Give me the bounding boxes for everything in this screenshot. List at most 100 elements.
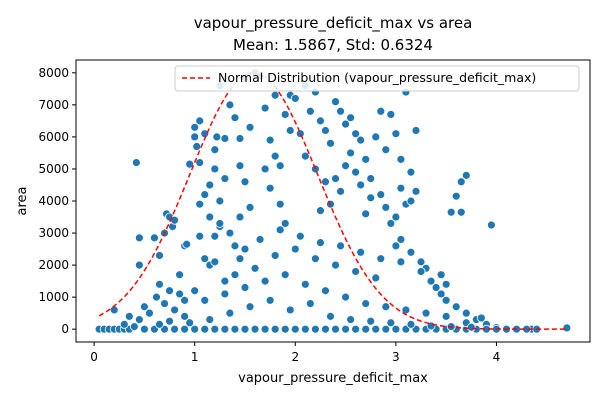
points-layer <box>94 68 572 334</box>
data-point-99 <box>331 97 340 107</box>
x-tick-label-3: 3 <box>392 350 400 364</box>
data-point-95 <box>336 186 345 196</box>
data-point-157 <box>139 324 149 334</box>
data-point-109 <box>376 106 386 116</box>
data-point-113 <box>396 154 406 164</box>
data-point-71 <box>260 103 270 113</box>
data-point-46 <box>210 164 220 174</box>
data-point-205 <box>371 273 381 283</box>
data-point-221 <box>195 231 205 241</box>
data-point-93 <box>321 177 330 187</box>
data-point-178 <box>351 324 361 334</box>
data-point-207 <box>220 289 230 299</box>
legend-box <box>174 65 580 92</box>
y-axis-ticks: 0 1000 2000 3000 4000 5000 6000 7000 8000 <box>38 66 76 336</box>
data-point-211 <box>300 279 310 289</box>
legend: Normal Distribution (vapour_pressure_def… <box>174 65 580 92</box>
data-point-223 <box>235 212 245 222</box>
data-point-126 <box>406 167 416 177</box>
data-point-103 <box>351 129 361 139</box>
data-point-32 <box>185 159 195 169</box>
data-point-108 <box>371 132 381 142</box>
data-point-56 <box>220 174 230 183</box>
data-point-79 <box>270 90 280 100</box>
data-point-83 <box>280 219 290 228</box>
y-tick-label-0: 0 <box>61 322 69 336</box>
data-point-121 <box>391 212 401 222</box>
data-point-237 <box>245 302 255 312</box>
data-point-244 <box>386 318 396 328</box>
data-point-222 <box>215 219 225 228</box>
data-point-200 <box>270 251 280 260</box>
data-point-145 <box>461 308 471 318</box>
data-point-173 <box>300 324 310 334</box>
data-point-8 <box>119 319 129 329</box>
data-point-74 <box>275 161 285 171</box>
data-point-110 <box>381 145 391 155</box>
data-point-201 <box>290 244 300 254</box>
data-point-111 <box>386 110 396 119</box>
data-point-163 <box>200 324 210 334</box>
data-point-231 <box>396 257 406 267</box>
data-point-102 <box>346 113 356 123</box>
y-tick-label-7: 7000 <box>38 98 69 112</box>
data-point-51 <box>210 231 220 241</box>
data-point-120 <box>386 219 396 228</box>
data-point-13 <box>134 233 144 243</box>
data-point-94 <box>331 174 340 183</box>
data-point-225 <box>275 225 285 235</box>
data-point-169 <box>260 324 270 334</box>
data-point-125 <box>411 126 421 135</box>
data-point-75 <box>280 110 290 119</box>
data-point-33 <box>175 270 185 280</box>
data-point-149 <box>487 220 496 230</box>
data-point-17 <box>150 233 159 243</box>
x-tick-label-0: 0 <box>90 350 98 364</box>
data-point-220 <box>180 311 190 321</box>
data-point-45 <box>210 145 220 155</box>
data-point-38 <box>190 132 200 142</box>
data-point-215 <box>381 302 391 312</box>
data-point-160 <box>170 324 179 334</box>
data-point-234 <box>185 318 195 328</box>
x-tick-label-4: 4 <box>493 350 501 364</box>
data-point-72 <box>265 135 275 145</box>
data-point-127 <box>411 186 421 196</box>
data-point-196 <box>190 286 200 296</box>
data-point-101 <box>341 119 350 129</box>
data-point-213 <box>341 292 350 302</box>
data-point-203 <box>331 260 340 270</box>
data-point-15 <box>139 302 149 312</box>
data-point-197 <box>210 257 220 267</box>
data-point-135 <box>431 283 441 292</box>
legend-label: Normal Distribution (vapour_pressure_def… <box>218 70 536 85</box>
data-point-168 <box>250 324 260 334</box>
data-point-62 <box>235 161 245 171</box>
data-point-131 <box>406 247 416 257</box>
data-point-140 <box>456 177 466 187</box>
y-tick-label-1: 1000 <box>38 290 69 304</box>
data-point-104 <box>356 135 366 145</box>
data-point-55 <box>220 134 230 143</box>
data-point-242 <box>346 315 356 324</box>
data-point-49 <box>200 254 210 264</box>
data-point-175 <box>321 324 330 334</box>
data-point-78 <box>285 126 295 135</box>
data-point-73 <box>270 151 280 161</box>
y-tick-label-5: 5000 <box>38 162 69 176</box>
data-point-212 <box>321 286 330 296</box>
data-point-26 <box>160 299 169 308</box>
y-tick-label-6: 6000 <box>38 130 69 144</box>
data-point-209 <box>260 276 270 286</box>
data-point-106 <box>361 154 371 164</box>
data-point-130 <box>391 241 401 251</box>
data-point-112 <box>391 129 401 139</box>
data-point-118 <box>376 190 386 199</box>
data-point-236 <box>225 308 235 318</box>
data-point-241 <box>326 311 335 321</box>
data-point-11 <box>134 315 144 324</box>
data-point-122 <box>396 183 406 193</box>
data-point-100 <box>336 106 345 116</box>
data-point-229 <box>356 247 366 257</box>
